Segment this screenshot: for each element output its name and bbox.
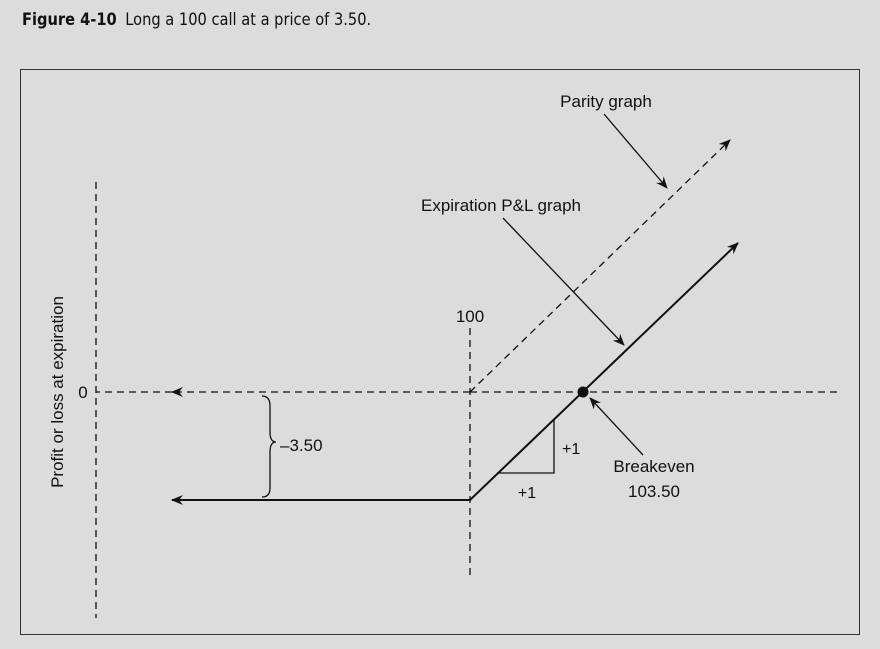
strike-label: 100: [456, 307, 484, 326]
figure-number: Figure 4-10: [22, 10, 117, 30]
premium-brace: [261, 395, 277, 498]
figure-caption-text: Long a 100 call at a price of 3.50.: [125, 10, 372, 30]
expiration-rising-line: [469, 242, 739, 501]
breakeven-label: Breakeven: [613, 457, 694, 476]
y-axis-label: Profit or loss at expiration: [48, 296, 67, 488]
figure-caption: Figure 4-10 Long a 100 call at a price of…: [22, 10, 371, 30]
parity-graph-line: [469, 139, 731, 393]
slope-triangle: [497, 420, 555, 474]
expiration-pointer: [502, 217, 625, 346]
breakeven-point: [577, 386, 589, 398]
run-label: +1: [518, 485, 536, 502]
breakeven-value: 103.50: [628, 482, 680, 501]
breakeven-pointer: [589, 397, 644, 456]
parity-pointer: [603, 113, 668, 189]
rise-label: +1: [562, 441, 580, 458]
expiration-graph-label: Expiration P&L graph: [421, 196, 581, 215]
premium-label: –3.50: [280, 436, 323, 455]
parity-graph-label: Parity graph: [560, 92, 652, 111]
diagram-frame: [20, 69, 860, 635]
zero-label: 0: [78, 383, 87, 402]
